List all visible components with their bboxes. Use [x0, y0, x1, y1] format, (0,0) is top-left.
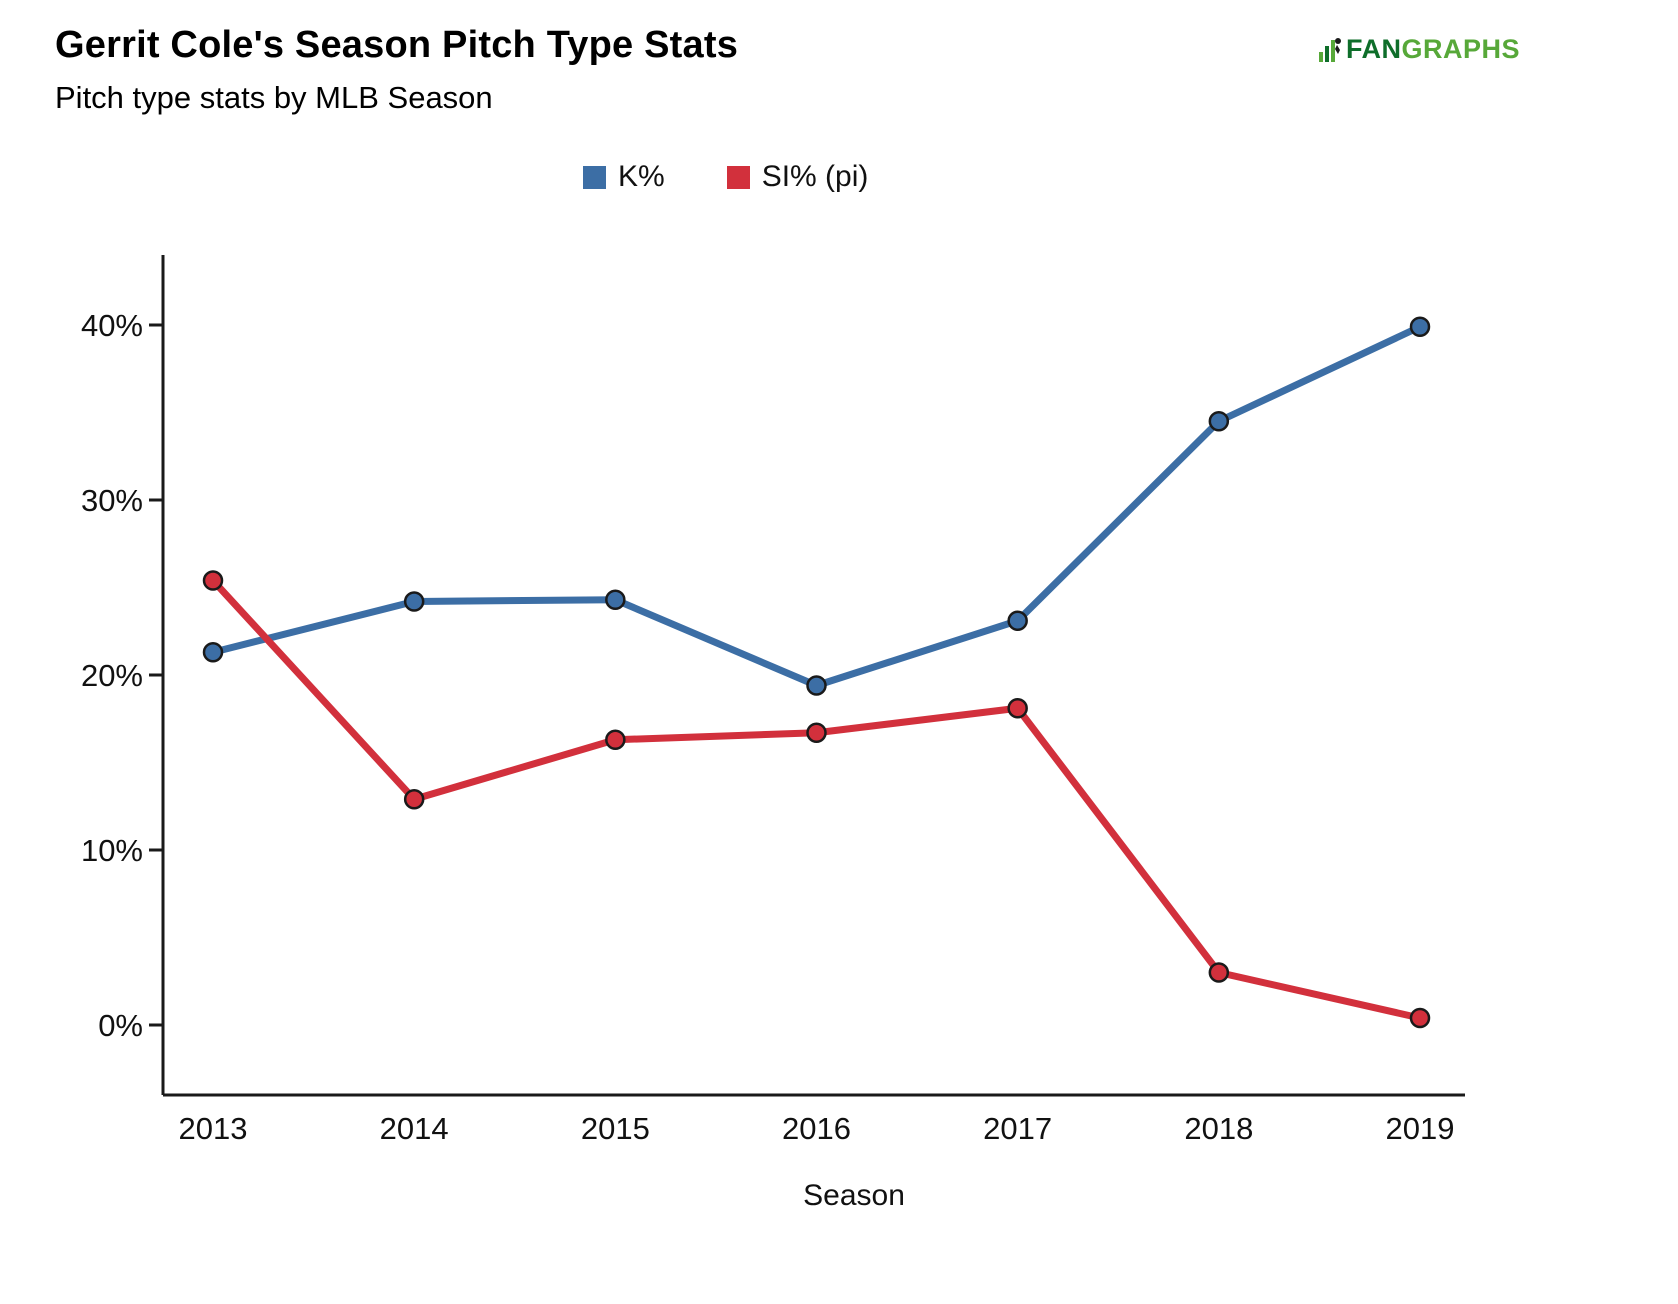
data-point-marker-k-pct — [403, 591, 425, 612]
legend-label: K% — [618, 160, 665, 193]
legend-label: SI% (pi) — [761, 160, 869, 193]
series-line-k-pct — [209, 323, 1424, 689]
data-point-marker-si-pct — [202, 570, 224, 591]
x-tick-label: 2016 — [782, 1111, 851, 1146]
fangraphs-logo-icon — [1318, 37, 1341, 62]
y-tick-label: 40% — [81, 308, 143, 343]
data-point-marker-k-pct — [1007, 610, 1028, 631]
data-point-marker-k-pct — [806, 675, 827, 696]
data-point-marker-si-pct — [1409, 1007, 1431, 1029]
fangraphs-logo-text-graphs: GRAPHS — [1401, 34, 1520, 64]
y-tick-label: 0% — [98, 1008, 143, 1043]
data-point-marker-k-pct — [202, 642, 224, 663]
x-tick-label: 2014 — [380, 1111, 449, 1146]
x-tick-label: 2019 — [1386, 1111, 1455, 1146]
x-tick-label: 2013 — [179, 1111, 248, 1146]
x-tick-label: 2018 — [1184, 1111, 1253, 1146]
y-tick-label: 30% — [81, 483, 143, 518]
data-point-marker-si-pct — [605, 729, 626, 750]
series-line-si-pct — [209, 577, 1424, 1022]
data-point-marker-si-pct — [806, 722, 827, 743]
fangraphs-logo-text-fan: FAN — [1345, 34, 1402, 64]
data-point-marker-k-pct — [1409, 316, 1431, 337]
x-axis-title: Season — [803, 1179, 905, 1212]
page-title: Gerrit Cole's Season Pitch Type Stats — [55, 24, 739, 66]
fangraphs-logo: FANGRAPHS — [1318, 34, 1520, 65]
data-point-marker-si-pct — [1208, 962, 1230, 983]
page-subtitle: Pitch type stats by MLB Season — [55, 80, 493, 115]
x-tick-label: 2015 — [581, 1111, 650, 1146]
x-tick-label: 2017 — [983, 1111, 1052, 1146]
data-point-marker-k-pct — [605, 589, 626, 610]
data-point-marker-si-pct — [1007, 698, 1028, 719]
legend-swatch — [726, 165, 750, 189]
chart-legend: K% SI% (pi) — [583, 160, 868, 194]
data-point-marker-si-pct — [403, 789, 425, 810]
legend-swatch — [583, 165, 606, 189]
legend-item-si-pct: SI% (pi) — [726, 160, 869, 194]
y-tick-label: 20% — [81, 658, 143, 693]
y-tick-label: 10% — [81, 833, 143, 868]
data-point-marker-k-pct — [1208, 411, 1230, 432]
legend-item-k-pct: K% — [583, 160, 665, 194]
